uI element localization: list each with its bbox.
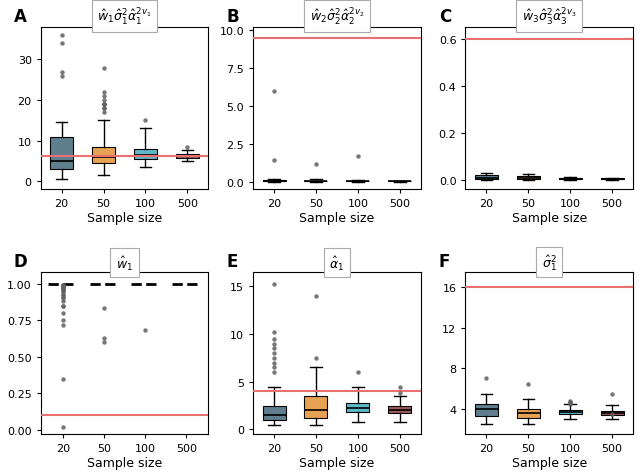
PathPatch shape — [262, 181, 285, 182]
PathPatch shape — [176, 154, 199, 159]
PathPatch shape — [516, 409, 540, 418]
PathPatch shape — [346, 181, 369, 182]
Title: $\hat{w}_1$: $\hat{w}_1$ — [116, 254, 133, 272]
PathPatch shape — [305, 396, 328, 418]
X-axis label: Sample size: Sample size — [511, 456, 587, 469]
Title: $\hat{w}_1\hat{\sigma}_1^2\hat{\alpha}_1^{2v_1}$: $\hat{w}_1\hat{\sigma}_1^2\hat{\alpha}_1… — [97, 7, 152, 28]
PathPatch shape — [346, 403, 369, 412]
PathPatch shape — [559, 410, 582, 414]
PathPatch shape — [388, 406, 412, 413]
PathPatch shape — [600, 179, 623, 180]
PathPatch shape — [305, 181, 328, 182]
PathPatch shape — [50, 137, 73, 169]
PathPatch shape — [600, 411, 623, 415]
Text: B: B — [227, 9, 239, 27]
Title: $\hat{\sigma}_1^2$: $\hat{\sigma}_1^2$ — [542, 253, 557, 272]
PathPatch shape — [475, 404, 498, 416]
PathPatch shape — [92, 148, 115, 164]
PathPatch shape — [134, 149, 157, 159]
Text: F: F — [438, 253, 450, 271]
PathPatch shape — [475, 176, 498, 179]
Title: $\hat{w}_3\hat{\sigma}_3^2\hat{\alpha}_3^{2v_3}$: $\hat{w}_3\hat{\sigma}_3^2\hat{\alpha}_3… — [522, 7, 577, 28]
Text: A: A — [14, 9, 27, 27]
Title: $\hat{\alpha}_1$: $\hat{\alpha}_1$ — [330, 254, 344, 272]
Text: D: D — [14, 253, 28, 271]
X-axis label: Sample size: Sample size — [87, 456, 162, 469]
PathPatch shape — [516, 177, 540, 179]
X-axis label: Sample size: Sample size — [300, 456, 374, 469]
PathPatch shape — [559, 178, 582, 180]
Title: $\hat{w}_2\hat{\sigma}_2^2\hat{\alpha}_2^{2v_2}$: $\hat{w}_2\hat{\sigma}_2^2\hat{\alpha}_2… — [310, 7, 364, 28]
X-axis label: Sample size: Sample size — [511, 212, 587, 225]
X-axis label: Sample size: Sample size — [300, 212, 374, 225]
Text: E: E — [227, 253, 237, 271]
X-axis label: Sample size: Sample size — [87, 212, 162, 225]
PathPatch shape — [262, 406, 285, 420]
Text: C: C — [438, 9, 451, 27]
